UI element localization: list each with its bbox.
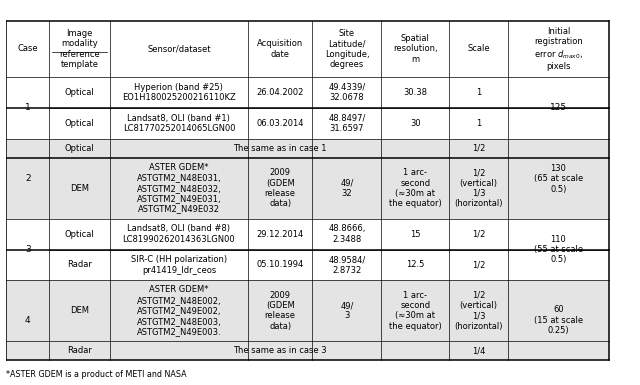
Text: 49/
32: 49/ 32 [340,179,354,198]
Text: 1: 1 [476,119,481,128]
Text: 1: 1 [476,88,481,97]
Text: 05.10.1994: 05.10.1994 [257,260,304,269]
Text: Image
modality
reference
template: Image modality reference template [59,29,100,69]
Text: Optical: Optical [65,144,94,153]
Text: 1/2: 1/2 [472,260,485,269]
Bar [6,108,609,139]
Text: Initial
registration
error $d_{max0}$,
pixels: Initial registration error $d_{max0}$, p… [534,27,583,71]
Bar [6,249,609,280]
Text: 3: 3 [25,245,31,254]
Text: ASTER GDEM*
ASTGTM2_N48E031,
ASTGTM2_N48E032,
ASTGTM2_N49E031,
ASTGTM2_N49E032: ASTER GDEM* ASTGTM2_N48E031, ASTGTM2_N48… [136,163,221,214]
Text: 49/
3: 49/ 3 [340,301,354,320]
Text: 29.12.2014: 29.12.2014 [257,229,304,239]
Text: 12.5: 12.5 [406,260,424,269]
Text: 48.9584/
2.8732: 48.9584/ 2.8732 [328,255,365,275]
Bar [6,219,609,249]
Text: Radar: Radar [67,346,92,355]
Text: 30.38: 30.38 [403,88,428,97]
Text: Acquisition
date: Acquisition date [257,39,303,59]
Text: Optical: Optical [65,88,94,97]
Text: 48.8666,
2.3488: 48.8666, 2.3488 [328,224,365,244]
Text: SIR-C (HH polarization)
pr41419_ldr_ceos: SIR-C (HH polarization) pr41419_ldr_ceos [131,255,227,275]
Text: Case: Case [17,44,38,54]
Text: Radar: Radar [67,260,92,269]
Text: 110
(55 at scale
0.5): 110 (55 at scale 0.5) [534,234,583,264]
Text: Landsat8, OLI (band #1)
LC81770252014065LGN00: Landsat8, OLI (band #1) LC81770252014065… [123,114,235,133]
Text: Optical: Optical [65,119,94,128]
Text: ASTER GDEM*
ASTGTM2_N48E002,
ASTGTM2_N49E002,
ASTGTM2_N48E003,
ASTGTM2_N49E003.: ASTER GDEM* ASTGTM2_N48E002, ASTGTM2_N49… [136,285,221,336]
Bar [6,77,609,108]
Text: DEM: DEM [70,184,89,193]
Text: 60
(15 at scale
0.25): 60 (15 at scale 0.25) [534,305,583,335]
Text: 1/2: 1/2 [472,144,485,153]
Text: 1 arc-
second
(≈30m at
the equator): 1 arc- second (≈30m at the equator) [389,291,442,331]
Text: 1/4: 1/4 [472,346,485,355]
Bar [6,341,609,360]
Text: 1: 1 [25,103,31,112]
Bar [6,139,609,158]
Bar [6,158,609,219]
Text: Landsat8, OLI (band #8)
LC81990262014363LGN00: Landsat8, OLI (band #8) LC81990262014363… [123,224,235,244]
Text: 48.8497/
31.6597: 48.8497/ 31.6597 [328,114,365,133]
Text: 1/2
(vertical)
1/3
(horizontal): 1/2 (vertical) 1/3 (horizontal) [454,291,503,331]
Text: The same as in case 1: The same as in case 1 [233,144,326,153]
Text: *ASTER GDEM is a product of METI and NASA: *ASTER GDEM is a product of METI and NAS… [6,370,187,379]
Text: 26.04.2002: 26.04.2002 [257,88,304,97]
Text: Hyperion (band #25)
EO1H180025200216110KZ: Hyperion (band #25) EO1H180025200216110K… [122,83,236,102]
Text: 06.03.2014: 06.03.2014 [257,119,304,128]
Text: 1/2
(vertical)
1/3
(horizontal): 1/2 (vertical) 1/3 (horizontal) [454,168,503,208]
Bar [6,280,609,341]
Text: Site
Latitude/
Longitude,
degrees: Site Latitude/ Longitude, degrees [324,29,369,69]
Text: 30: 30 [410,119,420,128]
Text: 4: 4 [25,316,31,325]
Text: DEM: DEM [70,306,89,315]
Text: 49.4339/
32.0678: 49.4339/ 32.0678 [328,83,365,102]
Text: 125: 125 [550,103,567,112]
Text: 2: 2 [25,174,31,183]
Bar [6,21,609,77]
Text: The same as in case 3: The same as in case 3 [233,346,326,355]
Text: 1/2: 1/2 [472,229,485,239]
Text: 130
(65 at scale
0.5): 130 (65 at scale 0.5) [534,164,583,194]
Text: Scale: Scale [467,44,490,54]
Text: 15: 15 [410,229,420,239]
Text: Sensor/dataset: Sensor/dataset [147,44,211,54]
Text: Spatial
resolution,
m: Spatial resolution, m [393,34,438,64]
Text: 2009
(GDEM
release
data): 2009 (GDEM release data) [265,291,296,331]
Text: 1 arc-
second
(≈30m at
the equator): 1 arc- second (≈30m at the equator) [389,168,442,208]
Text: Optical: Optical [65,229,94,239]
Text: 2009
(GDEM
release
data): 2009 (GDEM release data) [265,168,296,208]
